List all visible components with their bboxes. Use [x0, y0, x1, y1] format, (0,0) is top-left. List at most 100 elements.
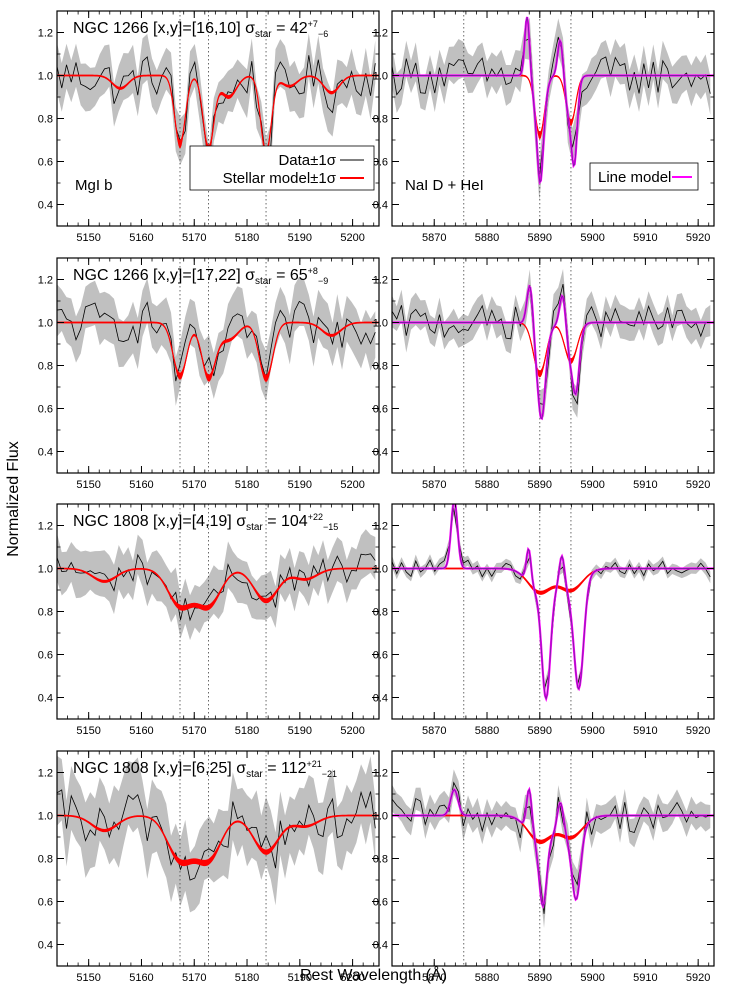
y-tick-label: 1.2	[38, 768, 53, 780]
stellar-model-line	[57, 74, 379, 155]
stellar-model-line	[57, 567, 379, 609]
data-error-band	[57, 276, 376, 406]
y-tick-label: 0.8	[38, 854, 53, 866]
data-error-band	[392, 17, 711, 201]
line-model-curve	[392, 16, 714, 185]
region-label: NaI D + HeI	[405, 177, 484, 194]
panel-title: NGC 1266 [x,y]=[17,22] σstar = 65+8−9	[73, 266, 328, 287]
data-error-band	[392, 269, 711, 418]
x-tick-label: 5180	[235, 232, 259, 244]
y-tick-label: 0.4	[373, 447, 388, 459]
panel-row1-left: 0.4 0.6 0.8 1.0 1.2 5150 5160 5170 5180 5190 5200 N…	[38, 10, 380, 244]
x-tick-label: 5900	[580, 232, 604, 244]
legend-stellar-label: Stellar model±1σ	[223, 170, 337, 187]
x-tick-label: 5900	[580, 725, 604, 737]
x-tick-label: 5920	[686, 232, 710, 244]
y-tick-label: 0.4	[373, 940, 388, 952]
legend-line-model: Line model	[589, 162, 699, 191]
plot-area	[392, 751, 714, 966]
x-tick-label: 5910	[633, 479, 657, 491]
x-tick-label: 5890	[528, 725, 552, 737]
y-tick-label: 0.4	[38, 200, 53, 212]
y-tick-label: 0.8	[38, 607, 53, 619]
legend-data-label: Data±1σ	[278, 152, 336, 169]
x-tick-label: 5920	[686, 479, 710, 491]
data-error-band	[57, 33, 376, 193]
line-model-core	[392, 16, 714, 184]
data-line	[392, 781, 711, 914]
y-tick-label: 1.0	[38, 318, 53, 330]
x-tick-label: 5870	[422, 725, 446, 737]
x-tick-label: 5190	[288, 725, 312, 737]
stellar-model-band	[57, 814, 379, 867]
x-tick-label: 5180	[235, 972, 259, 984]
y-tick-label: 1.0	[373, 71, 388, 83]
y-tick-label: 0.6	[38, 650, 53, 662]
y-tick-label: 1.2	[38, 275, 53, 287]
y-tick-label: 0.6	[373, 157, 388, 169]
panel-row4-right: 0.4 0.6 0.8 1.0 1.2 5870 5880 5890 5900 5910 5920	[373, 750, 715, 984]
y-tick-label: 1.2	[373, 28, 388, 40]
x-tick-label: 5190	[288, 232, 312, 244]
x-tick-label: 5880	[475, 725, 499, 737]
plot-area	[57, 11, 379, 226]
y-tick-label: 1.0	[373, 318, 388, 330]
legend-line-label: Line model	[598, 169, 671, 186]
plot-area	[392, 11, 714, 226]
x-tick-label: 5880	[475, 232, 499, 244]
data-error-band	[57, 755, 376, 913]
data-error-band	[57, 529, 376, 641]
y-tick-label: 1.0	[38, 71, 53, 83]
x-tick-label: 5200	[340, 232, 364, 244]
x-tick-label: 5890	[528, 232, 552, 244]
x-tick-label: 5890	[528, 479, 552, 491]
x-tick-label: 5880	[475, 972, 499, 984]
y-tick-label: 0.6	[38, 897, 53, 909]
plot-area	[57, 751, 379, 966]
panel-row3-left: 0.4 0.6 0.8 1.0 1.2 5150 5160 5170 5180 5190 5200 N…	[38, 503, 380, 737]
x-tick-label: 5880	[475, 479, 499, 491]
x-tick-label: 5180	[235, 479, 259, 491]
x-tick-label: 5150	[76, 479, 100, 491]
plot-area	[392, 258, 714, 473]
panel-row1-right: 0.4 0.6 0.8 1.0 1.2 5870 5880 5890 5900 5910 5920 N…	[373, 10, 715, 244]
x-tick-label: 5150	[76, 725, 100, 737]
line-model-core	[392, 788, 714, 908]
y-tick-label: 0.6	[38, 157, 53, 169]
x-tick-label: 5870	[422, 972, 446, 984]
y-tick-label: 0.8	[373, 854, 388, 866]
x-tick-label: 5910	[633, 725, 657, 737]
x-tick-label: 5190	[288, 972, 312, 984]
plot-frame	[391, 257, 715, 474]
y-tick-label: 0.8	[373, 114, 388, 126]
x-tick-label: 5170	[182, 232, 206, 244]
x-tick-label: 5170	[182, 479, 206, 491]
x-tick-label: 5900	[580, 479, 604, 491]
x-tick-label: 5150	[76, 232, 100, 244]
y-tick-label: 1.0	[373, 564, 388, 576]
stellar-model-line	[57, 321, 379, 380]
x-tick-label: 5900	[580, 972, 604, 984]
line-model-curve	[392, 504, 714, 703]
data-error-band	[392, 504, 711, 696]
panel-row2-left: 0.4 0.6 0.8 1.0 1.2 5150 5160 5170 5180 5190 5200 N…	[38, 257, 380, 491]
x-tick-label: 5870	[422, 232, 446, 244]
line-model-core	[392, 504, 714, 701]
x-tick-label: 5890	[528, 972, 552, 984]
stellar-model-line	[57, 814, 379, 864]
line-model-core	[392, 285, 714, 420]
y-tick-label: 1.2	[373, 275, 388, 287]
y-tick-label: 1.0	[38, 564, 53, 576]
data-line	[57, 300, 376, 382]
y-tick-label: 1.2	[373, 521, 388, 533]
panel-title: NGC 1808 [x,y]=[6,25] σstar = 112+21−21	[73, 759, 337, 780]
x-tick-label: 5920	[686, 725, 710, 737]
y-tick-label: 1.2	[38, 28, 53, 40]
x-tick-label: 5160	[129, 725, 153, 737]
y-tick-label: 0.6	[38, 404, 53, 416]
y-tick-label: 1.0	[373, 811, 388, 823]
data-line	[392, 36, 711, 180]
y-tick-label: 0.4	[38, 940, 53, 952]
legend-box	[189, 145, 375, 191]
